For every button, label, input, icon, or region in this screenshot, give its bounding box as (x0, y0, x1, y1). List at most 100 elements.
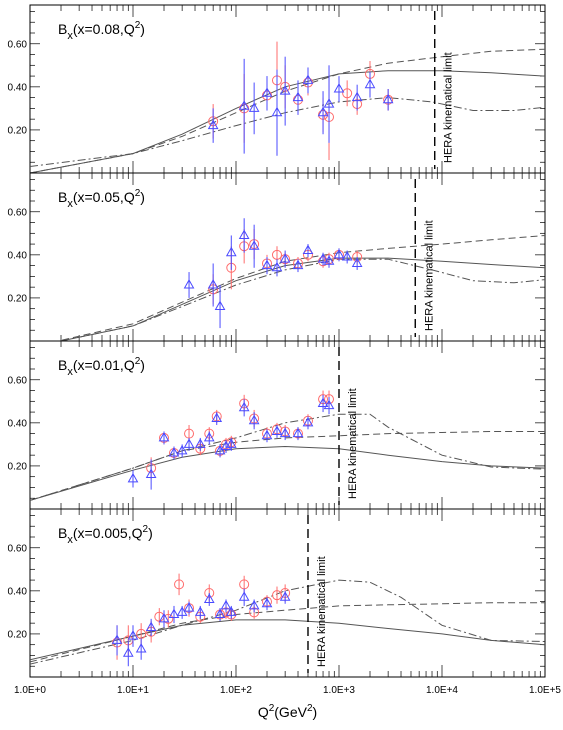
data-point-triangle (158, 431, 170, 442)
data-point-triangle (207, 278, 219, 289)
x-tick-label: 1.0E+5 (529, 685, 561, 696)
panel-title-part: (x=0.08,Q (73, 21, 135, 37)
data-point-triangle (261, 87, 273, 97)
x-tick-label: 1.0E+0 (14, 685, 46, 696)
data-point-triangle (183, 602, 195, 612)
data-point-triangle (225, 438, 237, 448)
data-point-triangle (323, 255, 335, 265)
hera-limit-label: HERA kinematical limit (443, 52, 455, 163)
x-tick-label: 1.0E+4 (426, 685, 458, 696)
panel-title-part: (x=0.01,Q (73, 357, 135, 373)
y-tick-label: 0.60 (8, 543, 28, 554)
curve-dashdot (30, 97, 545, 167)
x-axis-label-part: 2 (269, 703, 275, 714)
panel-title-part: ) (140, 357, 145, 373)
curves (30, 413, 545, 501)
panel-frame (29, 508, 546, 678)
panel-title-part: B (58, 21, 67, 37)
data-point-triangle (145, 621, 157, 631)
curve-dashdot (58, 258, 545, 341)
y-tick-label: 0.40 (8, 250, 28, 261)
data-point-triangle (261, 259, 273, 270)
data-point-triangle (271, 106, 283, 117)
panel-title-part: x (67, 534, 73, 546)
x-tick-label: 1.0E+2 (220, 685, 252, 696)
panel-title-part: 2 (135, 356, 141, 367)
panel-title-part: B (58, 357, 67, 373)
data-point-triangle (238, 401, 250, 412)
data-point-triangle (302, 74, 314, 84)
hera-limit-label: HERA kinematical limit (347, 388, 359, 499)
curve-solid (30, 619, 545, 661)
panel-title-part: B (58, 189, 67, 205)
panel-title-part: x (67, 198, 73, 210)
data-point-triangle (122, 647, 134, 657)
data-point-circle (342, 88, 353, 99)
data-point-triangle (214, 300, 226, 311)
y-tick-label: 0.20 (8, 293, 28, 304)
data-points (111, 573, 291, 667)
y-tick-label: 0.60 (8, 39, 28, 50)
x-tick-label: 1.0E+3 (323, 685, 355, 696)
x-tick-label: 1.0E+1 (117, 685, 149, 696)
panel-title-part: (x=0.05,Q (73, 189, 135, 205)
x-axis-label: Q2(GeV2) (258, 703, 317, 720)
curve-dashed (30, 431, 545, 501)
data-point-triangle (248, 102, 260, 112)
data-point-triangle (111, 634, 123, 644)
panel-title-part: ) (148, 525, 153, 541)
curve-solid (30, 70, 545, 173)
y-tick-label: 0.60 (8, 375, 28, 386)
panel-title: Bx(x=0.005,Q2) (58, 524, 153, 546)
data-point-triangle (225, 606, 237, 616)
panel-title-part: (x=0.005,Q (73, 525, 143, 541)
data-point-triangle (207, 119, 219, 130)
data-point-triangle (214, 608, 226, 619)
y-tick-label: 0.40 (8, 418, 28, 429)
data-point-triangle (323, 399, 335, 410)
panel-title-part: 2 (135, 20, 141, 31)
data-point-triangle (203, 431, 215, 442)
data-point-triangle (302, 244, 314, 255)
panel-title-part: x (67, 366, 73, 378)
data-point-triangle (248, 414, 260, 425)
data-points (127, 390, 335, 490)
data-point-triangle (351, 257, 363, 267)
data-point-triangle (135, 642, 147, 653)
data-point-triangle (382, 93, 394, 104)
data-point-triangle (323, 98, 335, 108)
data-point-triangle (317, 397, 329, 407)
panel-title-part: ) (140, 189, 145, 205)
y-tick-label: 0.20 (8, 461, 28, 472)
x-axis-label-part: Q (258, 704, 269, 720)
data-point-triangle (279, 591, 291, 601)
hera-limit-label: HERA kinematical limit (316, 556, 328, 667)
data-point-triangle (271, 425, 283, 435)
data-point-triangle (279, 427, 291, 438)
data-point-circle (174, 579, 185, 590)
curves (30, 48, 545, 173)
curve-dashdot (30, 579, 545, 665)
y-tick-label: 0.60 (8, 207, 28, 218)
curve-dashdot (30, 413, 545, 501)
panel: 0.20 0.40 0.60 HERA kinematical limit Bx(x=0… (8, 4, 546, 174)
data-point-triangle (302, 416, 314, 427)
data-point-triangle (333, 82, 345, 93)
data-point-triangle (279, 253, 291, 263)
curves (56, 235, 545, 341)
data-point-triangle (127, 630, 139, 640)
data-point-triangle (225, 246, 237, 257)
panel-title-part: ) (140, 21, 145, 37)
data-points (183, 218, 363, 329)
data-point-triangle (261, 597, 273, 608)
data-point-triangle (238, 229, 250, 239)
panel-title: Bx(x=0.05,Q2) (58, 188, 145, 210)
data-point-triangle (292, 259, 304, 270)
data-point-triangle (238, 591, 250, 601)
data-point-triangle (333, 248, 345, 259)
data-point-triangle (292, 91, 304, 102)
panel-title: Bx(x=0.01,Q2) (58, 356, 145, 378)
panel-title-part: 2 (143, 524, 149, 535)
